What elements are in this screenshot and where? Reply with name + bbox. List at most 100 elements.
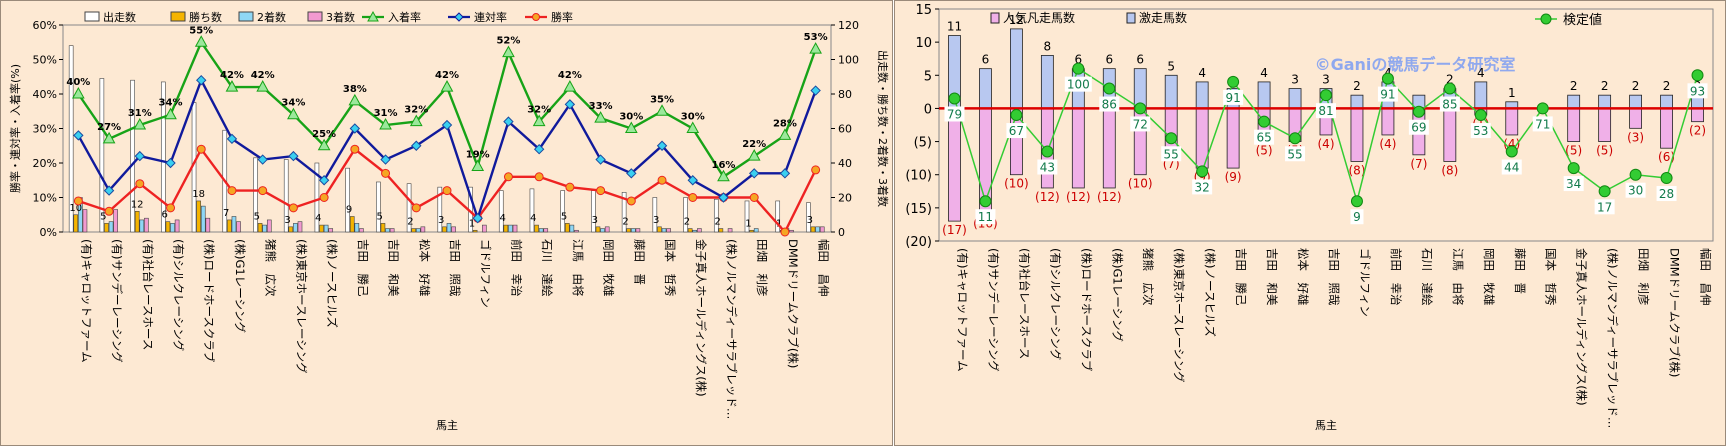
x-category-label: (株)ロードホースクラブ [202, 239, 216, 363]
bar-gekisou [1474, 81, 1488, 109]
bar-wins-label: 1 [745, 218, 751, 229]
bar-bonsou-label: (9) [1225, 170, 1242, 184]
kentei-label-bg [1687, 83, 1708, 99]
x-axis-title: 馬主 [1315, 419, 1337, 432]
bar-gekisou-label: 5 [1167, 59, 1175, 73]
bar-gekisou-label: 6 [1136, 53, 1144, 67]
bar-wins-label: 5 [100, 211, 106, 222]
place-rate-label: 55% [189, 25, 213, 36]
bar-wins-label: 3 [592, 215, 598, 226]
bar-gekisou [1350, 94, 1364, 109]
legend-label: 人気凡走馬数 [1003, 10, 1075, 25]
bar-bonsou [948, 108, 961, 222]
kentei-label-bg [1037, 159, 1058, 175]
place-rate-point [471, 159, 485, 171]
bar-wins-label: 4 [530, 213, 536, 224]
place-rate-point [317, 138, 331, 151]
bar-bonsou-label: (4) [1318, 137, 1335, 151]
win-rate-point [411, 203, 421, 213]
y-right-tick-label: 80 [838, 88, 852, 101]
win-rate-point [626, 196, 636, 206]
quinella-rate-point [411, 140, 422, 151]
bar-second [815, 226, 820, 233]
bar-third [328, 228, 334, 233]
bar-wins [227, 219, 232, 233]
bar-wins [657, 226, 662, 233]
bar-gekisou [1598, 94, 1612, 109]
legend-label: 勝ち数 [189, 10, 222, 24]
kentei-point [1010, 109, 1023, 122]
place-rate-point [655, 104, 669, 116]
bar-second [753, 228, 759, 233]
x-category-label: 石川 達絵 [1420, 248, 1434, 306]
bar-wins-label: 2 [622, 217, 628, 228]
x-category-label: 吉田 勝己 [1234, 248, 1248, 306]
bar-second [385, 228, 390, 233]
legend-marker-kentei [1540, 13, 1552, 25]
kentei-point [1134, 102, 1147, 115]
x-category-label: (有)キャロットファーム [79, 239, 93, 363]
y-left-axis-title: 勝率・連対率・入着率(%) [8, 64, 22, 193]
bar-bonsou [1102, 108, 1116, 189]
bar-gekisou-label: 2 [1632, 79, 1640, 93]
place-rate-label: 25% [312, 129, 336, 140]
kentei-label-bg [1563, 176, 1584, 192]
bar-wins-label: 9 [346, 204, 352, 215]
kentei-label: 69 [1411, 121, 1426, 135]
x-category-label: 吉田 勝己 [356, 239, 370, 297]
kentei-label-bg [1377, 86, 1398, 102]
bar-gekisou-label: 12 [1009, 13, 1024, 27]
bar-wins-label: 3 [438, 215, 444, 226]
y-left-tick-label: 20% [33, 157, 57, 170]
bar-bonsou-label: (4) [1379, 137, 1396, 151]
x-category-label: 藤田 晋 [632, 239, 646, 285]
bar-starts [406, 183, 412, 233]
bar-gekisou-label: 6 [1074, 53, 1082, 67]
x-category-label: (株)ロードホースクラブ [1079, 248, 1093, 372]
y-tick-label: (5) [914, 136, 932, 151]
bar-bonsou-label: (10) [1128, 177, 1153, 191]
bar-second [508, 224, 513, 233]
bar-third [266, 219, 272, 233]
x-category-label: ゴドルフィン [1358, 248, 1372, 317]
win-rate-point [811, 165, 821, 175]
place-rate-label: 40% [66, 77, 90, 88]
kentei-label: 9 [1353, 210, 1361, 224]
place-rate-label: 38% [343, 84, 367, 95]
place-rate-point [502, 45, 515, 58]
bar-wins-label: 2 [714, 217, 720, 228]
place-rate-label: 19% [466, 149, 490, 160]
bar-bonsou-label: (2) [1689, 124, 1706, 138]
bar-gekisou [1040, 55, 1054, 109]
win-rate-point [319, 193, 329, 202]
kentei-label-bg [1350, 209, 1364, 225]
bar-wins [718, 228, 724, 233]
left-chart: 0% 10% 20% 30% 40% 50% 60% 0 20 40 60 80 100 120 勝率・連対… [8, 10, 890, 432]
x-category-label: 前田 幸治 [509, 239, 523, 297]
kentei-label: 30 [1628, 184, 1643, 198]
y-tick-label: (15) [905, 202, 932, 217]
legend-label: 入着率 [388, 10, 421, 24]
win-rate-point [135, 179, 145, 189]
x-category-label: (株)ノルマンディーサラブレッド… [724, 239, 738, 419]
bar-third [635, 228, 641, 233]
bar-starts [529, 188, 535, 233]
kentei-label: 55 [1164, 147, 1179, 161]
quinella-rate-point [718, 192, 729, 203]
bar-gekisou [1257, 81, 1271, 109]
bar-wins [595, 226, 601, 233]
x-category-label: 田畑 利彦 [1637, 248, 1651, 306]
bar-third [819, 226, 825, 233]
bar-bonsou-label: (12) [1035, 190, 1060, 204]
bar-second [323, 224, 329, 233]
x-category-label: 岡田 牧雄 [1482, 248, 1496, 306]
place-rate-label: 35% [650, 94, 674, 105]
bar-wins [165, 221, 171, 233]
bar-bonsou-label: (3) [1627, 130, 1644, 144]
bar-gekisou [1567, 94, 1581, 109]
kentei-label: 91 [1225, 91, 1240, 105]
bar-third [359, 228, 364, 233]
bar-wins [749, 229, 754, 233]
legend-swatch [84, 11, 100, 22]
bar-bonsou-label: (5) [1596, 144, 1613, 158]
